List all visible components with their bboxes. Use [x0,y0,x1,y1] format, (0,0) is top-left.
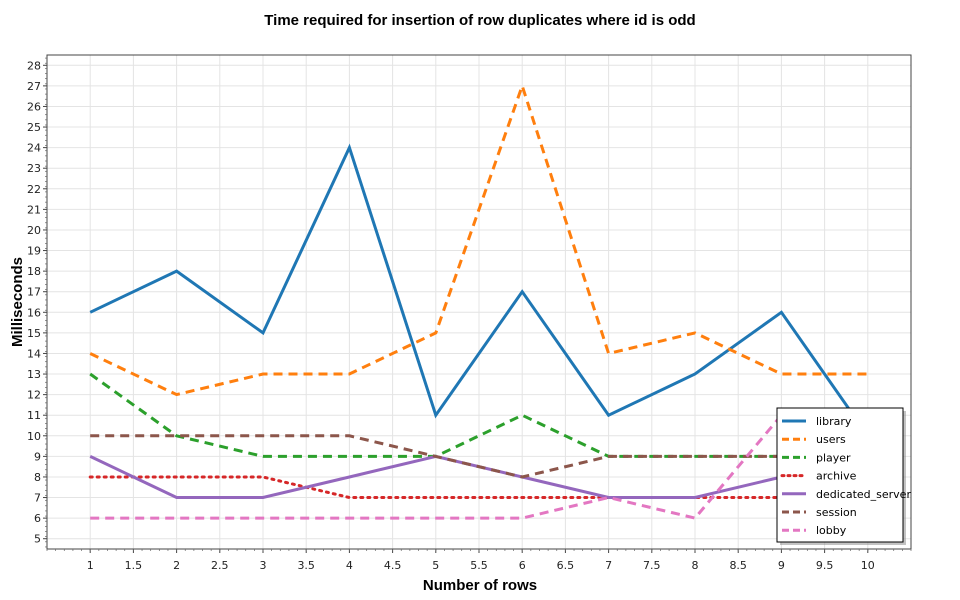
y-tick-label: 17 [27,286,41,299]
y-tick-label: 24 [27,142,41,155]
x-tick-label: 8 [692,559,699,572]
x-tick-label: 1.5 [125,559,143,572]
legend-label: library [816,415,852,428]
x-tick-label: 10 [861,559,875,572]
y-axis-label: Milliseconds [9,257,26,347]
y-tick-label: 5 [34,533,41,546]
y-tick-label: 23 [27,162,41,175]
x-tick-label: 9 [778,559,785,572]
x-tick-label: 7.5 [643,559,661,572]
y-tick-label: 22 [27,183,41,196]
grid [47,55,911,549]
x-tick-label: 6 [519,559,526,572]
y-tick-label: 28 [27,59,41,72]
y-tick-label: 19 [27,245,41,258]
y-tick-label: 12 [27,389,41,402]
x-tick-label: 4.5 [384,559,402,572]
x-tick-label: 4 [346,559,353,572]
legend-label: session [816,506,857,519]
series-line-player [89,372,868,458]
y-axis: 5 6 7 8 9 10 11 12 13 14 15 16 17 18 19 20 21 22 23 24 25 26 2… [27,57,47,548]
legend-label: player [816,451,851,464]
x-tick-label: 1 [87,559,94,572]
y-tick-label: 18 [27,265,41,278]
chart-title: Time required for insertion of row dupli… [264,12,695,29]
x-axis: 1 1.5 2 2.5 3 3.5 4 4.5 5 5.5 6 6.5 7 7.5 8 8.5 9 9.5 10 [46,549,912,572]
x-tick-label: 3.5 [297,559,315,572]
legend-label: archive [816,470,857,483]
series-line-library [89,143,870,437]
x-tick-label: 5 [432,559,439,572]
y-tick-label: 27 [27,80,41,93]
series-line-lobby [90,413,868,520]
y-tick-label: 26 [27,100,41,113]
legend-label: dedicated_server [816,488,911,501]
y-tick-label: 14 [27,347,41,360]
x-tick-label: 7 [605,559,612,572]
legend-label: users [816,433,846,446]
y-tick-label: 9 [34,450,41,463]
series-line-session [90,434,868,479]
x-tick-label: 3 [260,559,267,572]
legend-label: lobby [816,524,847,537]
x-tick-label: 6.5 [557,559,575,572]
y-tick-label: 15 [27,327,41,340]
y-tick-label: 6 [34,512,41,525]
y-tick-label: 10 [27,430,41,443]
x-tick-label: 2 [173,559,180,572]
y-tick-label: 11 [27,409,41,422]
series-line-archive [88,475,870,499]
y-tick-label: 20 [27,224,41,237]
y-tick-label: 16 [27,306,41,319]
y-tick-label: 13 [27,368,41,381]
y-tick-label: 21 [27,203,41,216]
legend: library users player archive dedicated_serve… [776,407,911,545]
x-tick-label: 2.5 [211,559,229,572]
y-tick-label: 7 [34,492,41,505]
series-line-users [89,81,868,397]
x-tick-label: 9.5 [816,559,834,572]
x-tick-label: 8.5 [729,559,747,572]
y-tick-label: 25 [27,121,41,134]
legend-box [776,407,904,543]
x-tick-label: 5.5 [470,559,488,572]
x-axis-label: Number of rows [423,577,537,594]
series-layer [88,81,870,520]
y-tick-label: 8 [34,471,41,484]
